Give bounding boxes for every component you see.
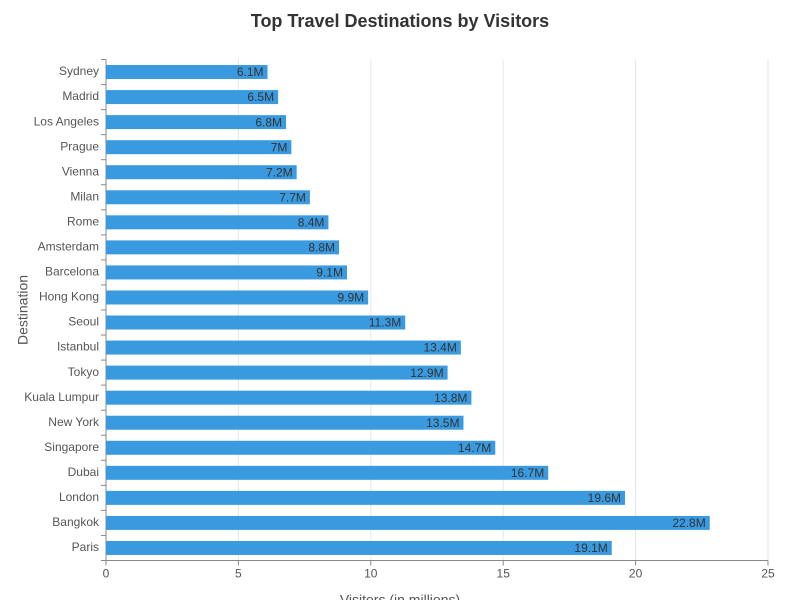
value-label: 7.7M bbox=[279, 190, 306, 204]
value-label: 16.7M bbox=[511, 466, 544, 480]
value-label: 13.5M bbox=[426, 416, 459, 430]
value-label: 22.8M bbox=[672, 516, 705, 530]
x-tick-label: 10 bbox=[364, 567, 378, 581]
y-tick-label: Milan bbox=[70, 189, 99, 203]
value-label: 19.1M bbox=[574, 541, 607, 555]
x-tick-label: 5 bbox=[235, 567, 242, 581]
x-tick-label: 20 bbox=[629, 567, 643, 581]
bar bbox=[106, 390, 472, 405]
y-tick-label: Dubai bbox=[68, 465, 99, 479]
bar bbox=[106, 240, 340, 255]
bar bbox=[106, 290, 369, 305]
value-label: 8.8M bbox=[308, 241, 335, 255]
y-tick-label: Barcelona bbox=[45, 265, 99, 279]
y-tick-label: Paris bbox=[72, 540, 99, 554]
value-label: 13.4M bbox=[423, 341, 456, 355]
y-axis-label: Destination bbox=[15, 275, 31, 345]
value-label: 9.1M bbox=[316, 266, 343, 280]
y-tick-label: Hong Kong bbox=[39, 290, 99, 304]
y-tick-label: Vienna bbox=[62, 164, 99, 178]
bar bbox=[106, 90, 279, 105]
x-tick-label: 15 bbox=[497, 567, 511, 581]
value-label: 14.7M bbox=[458, 441, 491, 455]
bar bbox=[106, 140, 292, 155]
y-tick-label: Sydney bbox=[59, 64, 99, 78]
y-tick-label: Prague bbox=[60, 139, 99, 153]
x-tick-label: 25 bbox=[761, 567, 775, 581]
y-tick-label: Singapore bbox=[44, 440, 99, 454]
bar bbox=[106, 465, 549, 480]
bar bbox=[106, 340, 461, 355]
bar bbox=[106, 315, 406, 330]
bar bbox=[106, 490, 626, 505]
x-tick-label: 0 bbox=[103, 567, 110, 581]
bar bbox=[106, 190, 310, 205]
value-label: 6.1M bbox=[237, 65, 264, 79]
bar bbox=[106, 115, 287, 130]
value-label: 12.9M bbox=[410, 366, 443, 380]
bar bbox=[106, 65, 268, 80]
y-tick-label: London bbox=[59, 490, 99, 504]
bar bbox=[106, 415, 464, 430]
value-label: 7.2M bbox=[266, 165, 293, 179]
y-tick-label: Rome bbox=[67, 214, 99, 228]
bar bbox=[106, 440, 496, 455]
x-axis-label: Visitors (in millions) bbox=[340, 592, 460, 600]
bar bbox=[106, 365, 448, 380]
y-tick-label: Tokyo bbox=[68, 365, 100, 379]
y-tick-label: Bangkok bbox=[52, 515, 100, 529]
y-tick-label: Istanbul bbox=[57, 340, 99, 354]
y-tick-label: Kuala Lumpur bbox=[24, 390, 99, 404]
bar bbox=[106, 215, 329, 230]
bar bbox=[106, 265, 347, 280]
value-label: 9.9M bbox=[337, 291, 364, 305]
y-tick-label: Los Angeles bbox=[34, 114, 99, 128]
chart-title: Top Travel Destinations by Visitors bbox=[251, 11, 549, 31]
y-tick-label: Amsterdam bbox=[38, 240, 99, 254]
y-tick-label: Madrid bbox=[62, 89, 99, 103]
value-label: 8.4M bbox=[298, 215, 325, 229]
bar bbox=[106, 165, 297, 180]
value-label: 13.8M bbox=[434, 391, 467, 405]
value-label: 11.3M bbox=[369, 316, 401, 330]
bar bbox=[106, 540, 612, 555]
value-label: 6.5M bbox=[247, 90, 274, 104]
bar bbox=[106, 515, 710, 530]
value-label: 19.6M bbox=[588, 491, 621, 505]
y-tick-label: Seoul bbox=[68, 315, 99, 329]
y-tick-label: New York bbox=[48, 415, 100, 429]
value-label: 7M bbox=[271, 140, 288, 154]
value-label: 6.8M bbox=[255, 115, 282, 129]
